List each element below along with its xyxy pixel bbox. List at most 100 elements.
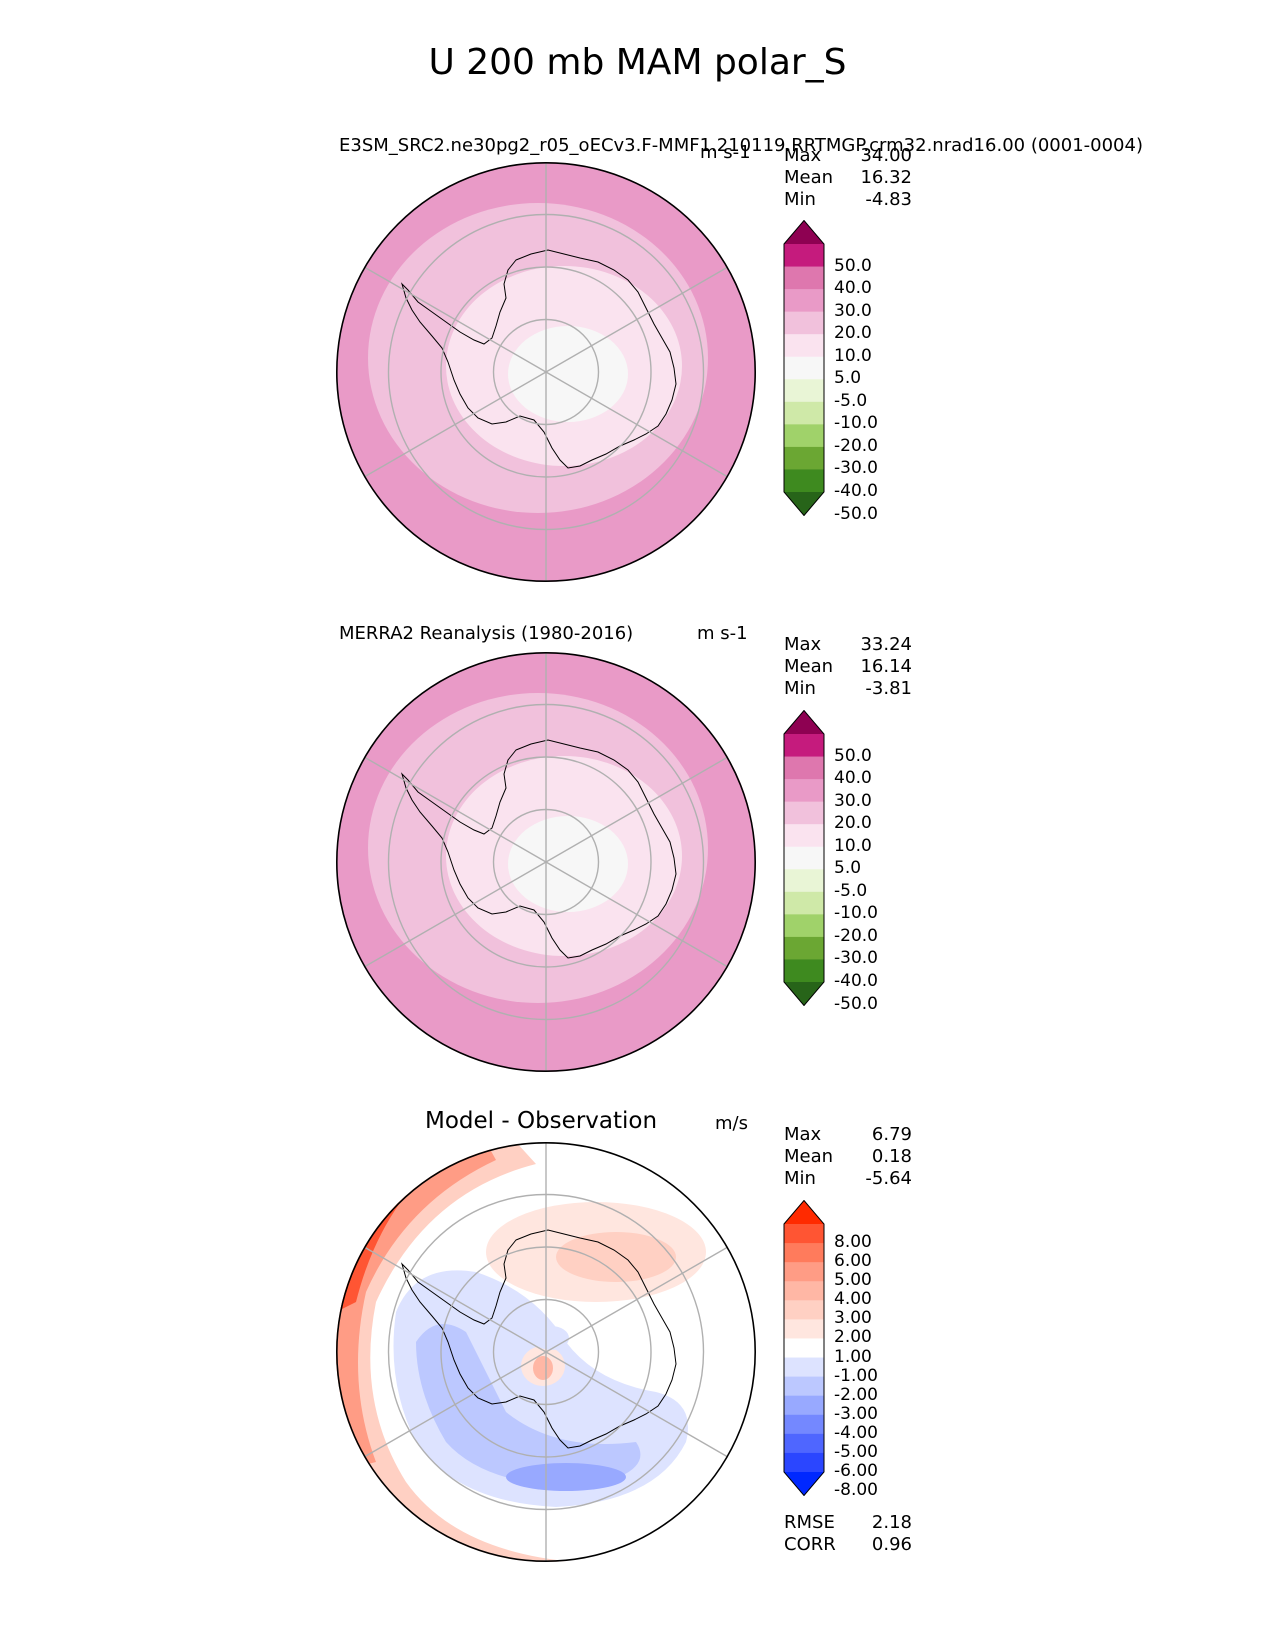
- stat-value: 16.14: [860, 656, 912, 677]
- colorbar-segment: [784, 801, 824, 825]
- colorbar-tick-label: -5.0: [834, 880, 868, 901]
- figure-title: U 200 mb MAM polar_S: [428, 42, 847, 83]
- colorbar-cap-bottom: [784, 1472, 824, 1496]
- diff-pole-warm-core: [533, 1356, 553, 1380]
- colorbar-tick-label: -3.00: [834, 1403, 878, 1424]
- meridian-line: [363, 371, 547, 478]
- colorbar-segment: [784, 959, 824, 983]
- meridian-line: [363, 861, 547, 968]
- colorbar-tick-label: -1.00: [834, 1365, 878, 1386]
- colorbar-tick-label: 5.0: [834, 858, 862, 879]
- colorbar-outline: [783, 710, 825, 1006]
- colorbar-tick-label: -5.00: [834, 1441, 878, 1462]
- colorbar-segment: [784, 379, 824, 403]
- field-band-center: [508, 816, 628, 912]
- colorbar-segment: [784, 779, 824, 803]
- colorbar-segment: [784, 1319, 824, 1339]
- meridian-line: [545, 371, 729, 478]
- colorbar-cap-top: [784, 1200, 824, 1224]
- stat-value: 34.00: [860, 145, 912, 166]
- colorbar-outline: [783, 220, 825, 516]
- metric-label: RMSE: [784, 1512, 835, 1533]
- colorbar-tick-label: -50.0: [834, 993, 878, 1014]
- meridian-line: [545, 1351, 729, 1458]
- panel1-units: m s-1: [700, 142, 751, 163]
- colorbar-tick-label: -4.00: [834, 1422, 878, 1443]
- colorbar-segment: [784, 311, 824, 335]
- stat-label: Max: [784, 145, 822, 166]
- colorbar-tick-label: 3.00: [834, 1308, 872, 1329]
- colorbar-segment: [784, 824, 824, 848]
- colorbar-tick-label: 5.0: [834, 368, 862, 389]
- stat-value: -4.83: [865, 189, 912, 210]
- colorbar-segment: [784, 891, 824, 915]
- colorbar-tick-label: 30.0: [834, 300, 872, 321]
- colorbar-tick-label: -30.0: [834, 458, 878, 479]
- colorbar-segment: [784, 334, 824, 358]
- stat-value: 6.79: [871, 1124, 912, 1145]
- colorbar-segment: [784, 1414, 824, 1435]
- colorbar-cap-top: [784, 220, 824, 244]
- meridian-line: [545, 861, 729, 968]
- stat-value: 33.24: [860, 634, 912, 655]
- colorbar-segment: [784, 734, 824, 758]
- panel2-stats: Max 33.24 Mean 16.14 Min -3.81: [784, 634, 912, 700]
- stat-label: Mean: [784, 656, 834, 677]
- map-boundary: [336, 1142, 756, 1562]
- graticule: [363, 162, 729, 582]
- stat-value: -5.64: [865, 1168, 912, 1189]
- field-band-center: [508, 326, 628, 422]
- colorbar-tick-label: 10.0: [834, 345, 872, 366]
- colorbar-tick-label: 4.00: [834, 1289, 872, 1310]
- panel1-polar-map: [336, 162, 756, 582]
- stat-label: Mean: [784, 167, 834, 188]
- colorbar-segment: [784, 266, 824, 290]
- colorbar-tick-label: -20.0: [834, 435, 878, 456]
- colorbar-tick-label: 5.00: [834, 1270, 872, 1291]
- map-boundary: [336, 162, 756, 582]
- meridian-line: [363, 756, 547, 863]
- colorbar-segment: [784, 244, 824, 268]
- colorbar-cap-bottom: [784, 492, 824, 516]
- meridian-line: [545, 756, 729, 863]
- colorbar-tick-label: 30.0: [834, 790, 872, 811]
- colorbar-segment: [784, 469, 824, 493]
- colorbar-segment: [784, 1433, 824, 1454]
- colorbar-segment: [784, 914, 824, 938]
- colorbar-segment: [784, 756, 824, 780]
- panel3-polar-map: [336, 1142, 756, 1562]
- colorbar-tick-label: 40.0: [834, 768, 872, 789]
- colorbar-segment: [784, 356, 824, 380]
- diff-pole-cool: [533, 1326, 569, 1350]
- colorbar-tick-label: -40.0: [834, 481, 878, 501]
- meridian-line: [363, 1246, 547, 1353]
- colorbar-tick-label: -50.0: [834, 503, 878, 524]
- colorbar-segment: [784, 1262, 824, 1282]
- metric-value: 2.18: [871, 1512, 912, 1533]
- colorbar-tick-label: -10.0: [834, 903, 878, 924]
- graticule: [363, 1142, 729, 1562]
- colorbar-segment: [784, 1376, 824, 1397]
- colorbar-segment: [784, 1243, 824, 1263]
- meridian-line: [545, 266, 729, 373]
- colorbar-tick-label: 6.00: [834, 1251, 872, 1272]
- colorbar-tick-label: 10.0: [834, 835, 872, 856]
- colorbar-segment: [784, 869, 824, 893]
- metric-label: CORR: [784, 1534, 836, 1555]
- colorbar-segment: [784, 424, 824, 448]
- colorbar-segment: [784, 1224, 824, 1244]
- colorbar-segment: [784, 1395, 824, 1416]
- stat-label: Max: [784, 634, 822, 655]
- panel2-units: m s-1: [697, 623, 748, 644]
- colorbar-tick-label: 8.00: [834, 1232, 872, 1253]
- stat-value: 0.18: [871, 1146, 912, 1167]
- colorbar-tick-label: 40.0: [834, 278, 872, 299]
- panel3-units: m/s: [715, 1113, 748, 1134]
- diff-cool-strong: [416, 1324, 641, 1487]
- panel3-title: Model - Observation: [425, 1108, 658, 1134]
- colorbar-segment: [784, 846, 824, 870]
- panel1-stats: Max 34.00 Mean 16.32 Min -4.83: [784, 145, 912, 211]
- meridian-line: [363, 1351, 547, 1458]
- colorbar-tick-label: 50.0: [834, 255, 872, 276]
- colorbar-tick-label: 20.0: [834, 813, 872, 834]
